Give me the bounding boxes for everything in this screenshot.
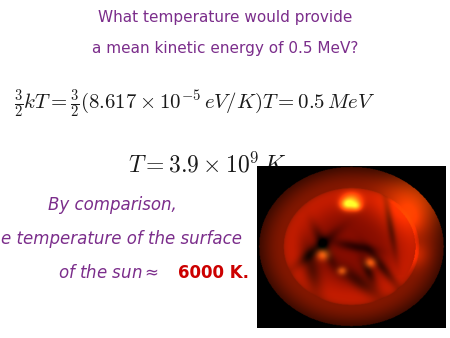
Text: $T = 3.9\times10^{9}\,K$: $T = 3.9\times10^{9}\,K$ xyxy=(128,152,286,177)
Text: $\frac{3}{2}kT = \frac{3}{2}(8.617\times10^{-5}\,eV/K)T = 0.5\,MeV$: $\frac{3}{2}kT = \frac{3}{2}(8.617\times… xyxy=(14,88,375,120)
Text: of the sun$\approx$: of the sun$\approx$ xyxy=(58,264,159,282)
Text: What temperature would provide: What temperature would provide xyxy=(98,10,352,25)
Text: a mean kinetic energy of 0.5 MeV?: a mean kinetic energy of 0.5 MeV? xyxy=(92,41,358,55)
Text: the temperature of the surface: the temperature of the surface xyxy=(0,230,242,248)
Text: 6000 K.: 6000 K. xyxy=(178,264,249,282)
Text: By comparison,: By comparison, xyxy=(48,196,177,214)
